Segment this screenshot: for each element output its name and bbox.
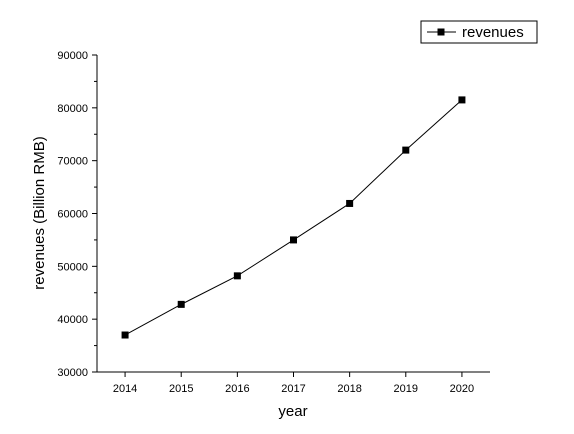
x-axis-title: year [278,403,307,420]
series-line-revenues [124,99,463,336]
x-ticks: 2014 2015 2016 2017 2018 2019 2020 [113,372,474,395]
x-tick-label-2014: 2014 [113,383,137,395]
y-tick-label-30000: 30000 [57,367,88,379]
axes [96,55,490,373]
y-tick-label-40000: 40000 [57,314,88,326]
x-tick-label-2019: 2019 [394,383,418,395]
x-tick-label-2015: 2015 [169,383,193,395]
data-point-2019 [402,146,410,154]
data-point-2016 [233,272,241,280]
x-tick-label-2020: 2020 [450,383,474,395]
data-point-2015 [177,300,185,308]
data-point-2017 [290,236,297,244]
y-ticks: 30000 40000 50000 60000 70000 80000 90000 [57,50,97,379]
data-point-2020 [458,96,466,104]
y-tick-label-80000: 80000 [57,103,88,115]
data-point-2014 [121,331,129,339]
legend-box [420,20,538,44]
legend-marker [437,28,445,36]
y-tick-label-90000: 90000 [57,50,88,62]
y-tick-label-50000: 50000 [57,261,88,273]
series-group [121,96,466,339]
x-tick-label-2016: 2016 [225,383,249,395]
x-tick-label-2017: 2017 [281,383,305,395]
legend-label: revenues [462,24,524,41]
x-tick-label-2018: 2018 [337,383,361,395]
data-point-2018 [346,199,354,207]
y-tick-label-70000: 70000 [57,156,88,168]
y-axis-title: revenues (Billion RMB) [31,136,48,289]
legend: revenues [420,20,538,44]
y-tick-label-60000: 60000 [57,209,88,221]
